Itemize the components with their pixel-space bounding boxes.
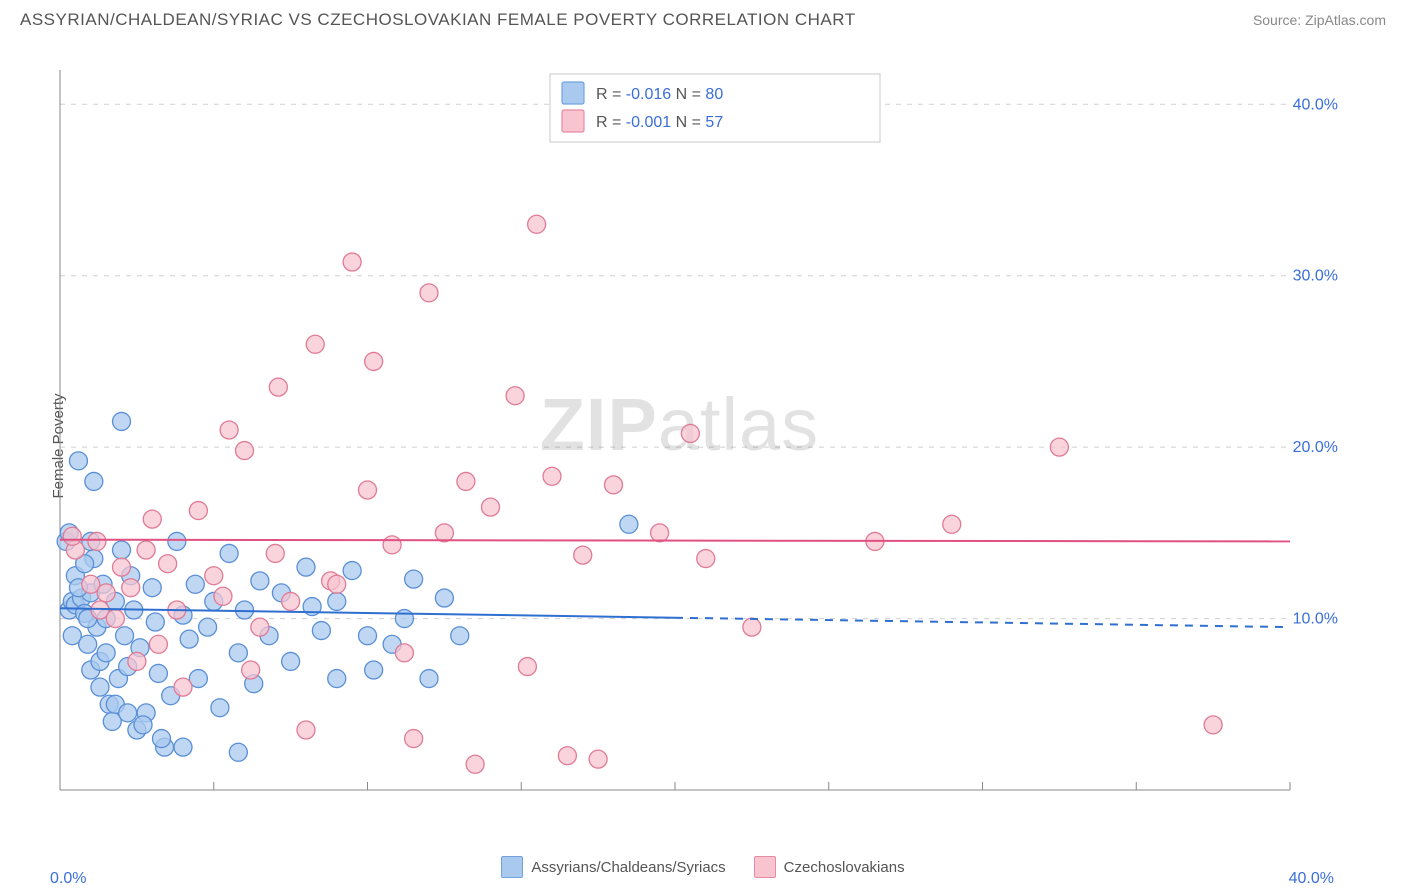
legend-swatch-icon bbox=[754, 856, 776, 878]
y-tick-label: 10.0% bbox=[1293, 611, 1338, 628]
source-label: Source: ZipAtlas.com bbox=[1253, 12, 1386, 28]
source-prefix: Source: bbox=[1253, 12, 1305, 28]
scatter-chart: 10.0% 20.0% 30.0% 40.0% ZIPatlas R = -0.016 N… bbox=[50, 60, 1350, 820]
legend-item-series-a: Assyrians/Chaldeans/Syriacs bbox=[501, 856, 725, 878]
chart-title: ASSYRIAN/CHALDEAN/SYRIAC VS CZECHOSLOVAK… bbox=[20, 10, 856, 30]
watermark: ZIPatlas bbox=[540, 383, 819, 466]
svg-text:R = -0.001 N = 57: R = -0.001 N = 57 bbox=[596, 114, 723, 131]
y-tick-label: 30.0% bbox=[1293, 268, 1338, 285]
legend-label: Assyrians/Chaldeans/Syriacs bbox=[531, 859, 725, 876]
legend-item-series-b: Czechoslovakians bbox=[754, 856, 905, 878]
header-bar: ASSYRIAN/CHALDEAN/SYRIAC VS CZECHOSLOVAK… bbox=[0, 0, 1406, 36]
bottom-legend: Assyrians/Chaldeans/Syriacs Czechoslovak… bbox=[0, 852, 1406, 892]
legend-swatch-icon bbox=[501, 856, 523, 878]
y-tick-label: 40.0% bbox=[1293, 96, 1338, 113]
y-tick-label: 20.0% bbox=[1293, 439, 1338, 456]
svg-text:R = -0.016 N = 80: R = -0.016 N = 80 bbox=[596, 86, 723, 103]
series-czechoslovakians bbox=[63, 215, 1222, 773]
source-name: ZipAtlas.com bbox=[1305, 12, 1386, 28]
legend-label: Czechoslovakians bbox=[784, 859, 905, 876]
chart-area: 10.0% 20.0% 30.0% 40.0% ZIPatlas R = -0.016 N… bbox=[50, 60, 1350, 820]
top-legend: R = -0.016 N = 80 R = -0.001 N = 57 bbox=[550, 74, 880, 142]
